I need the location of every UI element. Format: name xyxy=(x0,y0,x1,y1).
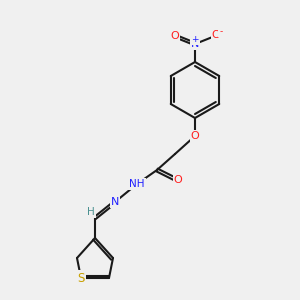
Text: +: + xyxy=(191,35,198,44)
Text: N: N xyxy=(191,39,199,49)
Text: NH: NH xyxy=(129,179,145,189)
Text: N: N xyxy=(111,197,119,207)
Text: O: O xyxy=(171,31,179,41)
Text: O: O xyxy=(212,30,220,40)
Text: O: O xyxy=(190,131,200,141)
Text: O: O xyxy=(174,175,182,185)
Text: S: S xyxy=(77,272,85,284)
Text: H: H xyxy=(87,207,95,217)
Text: -: - xyxy=(219,28,223,37)
